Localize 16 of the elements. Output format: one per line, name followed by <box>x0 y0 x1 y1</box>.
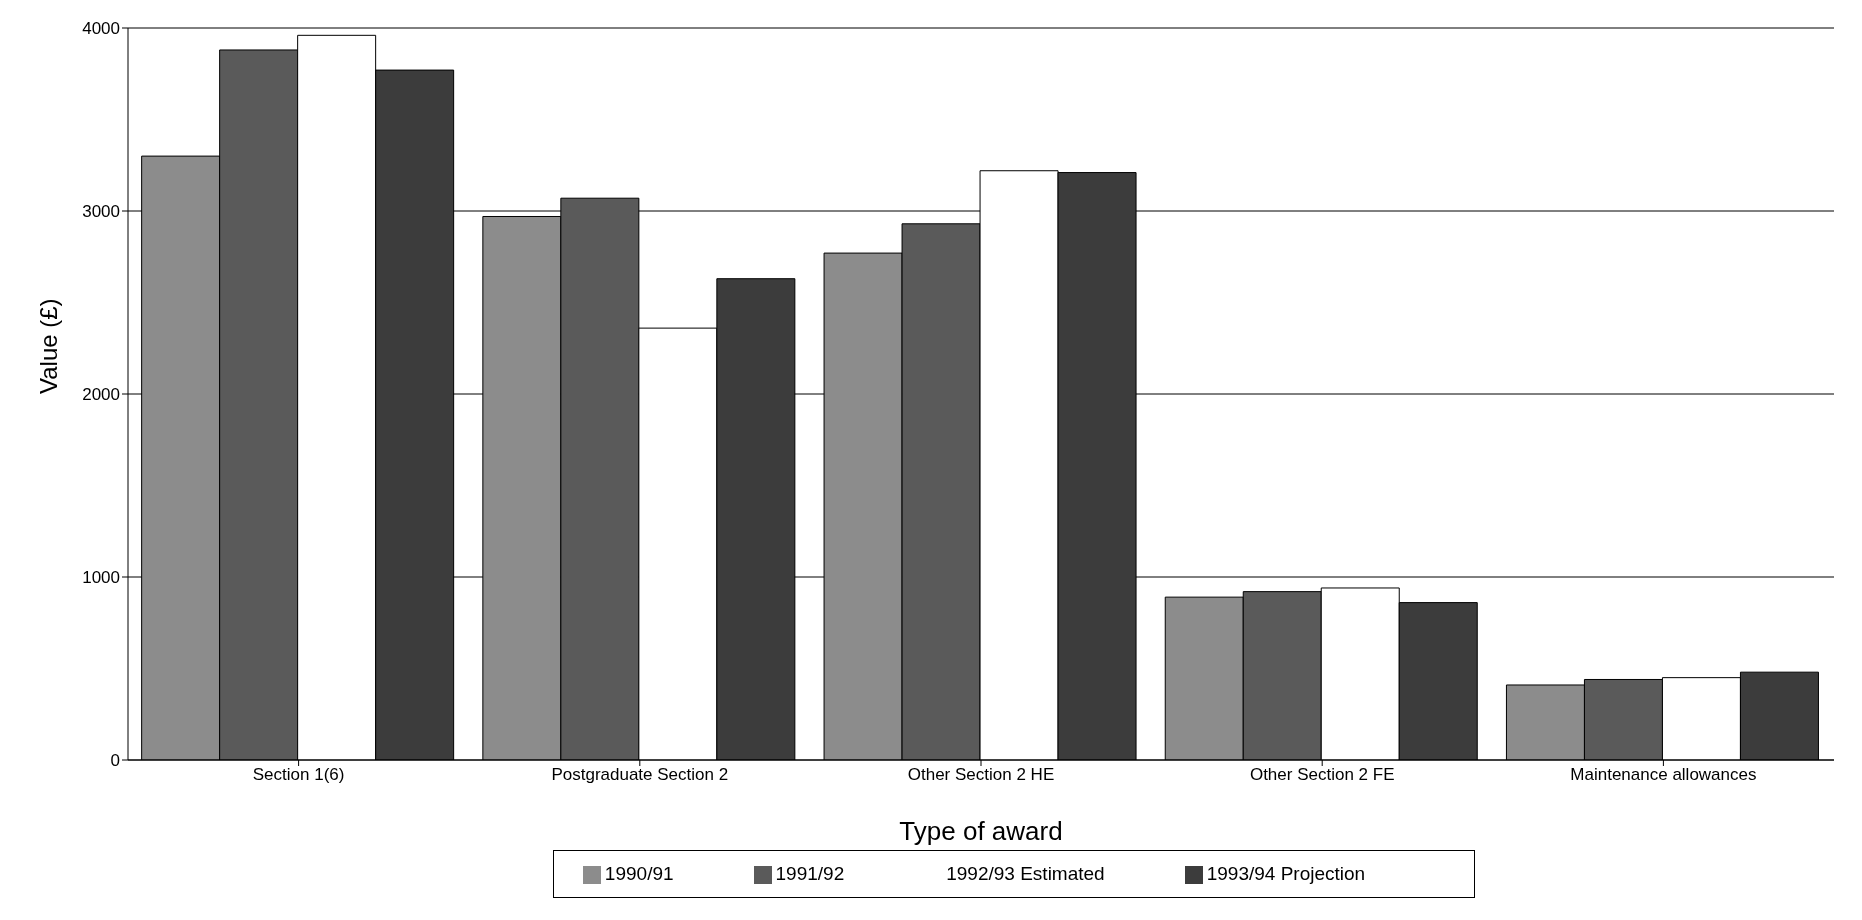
x-tick-label: Other Section 2 FE <box>1249 765 1395 785</box>
x-tick-label: Maintenance allowances <box>1570 765 1757 785</box>
legend-label: 1991/92 <box>775 863 845 884</box>
y-tick-label: 4000 <box>82 19 120 39</box>
x-axis-title: Type of award <box>899 816 1063 846</box>
legend-label: 1990/91 <box>604 863 674 884</box>
x-tick-label: Postgraduate Section 2 <box>551 765 729 785</box>
x-tick-label: Section 1(6) <box>252 765 345 785</box>
y-axis-title: Value (£) <box>34 298 62 394</box>
y-tick-label: 0 <box>110 751 120 771</box>
legend-label: 1993/94 Projection <box>1206 863 1366 884</box>
y-tick-label: 3000 <box>82 202 120 222</box>
text: 1992/93 Estimated <box>946 863 1105 884</box>
y-tick-label: 2000 <box>82 385 120 405</box>
y-tick-label: 1000 <box>82 568 120 588</box>
x-tick-label: Other Section 2 HE <box>907 765 1055 785</box>
